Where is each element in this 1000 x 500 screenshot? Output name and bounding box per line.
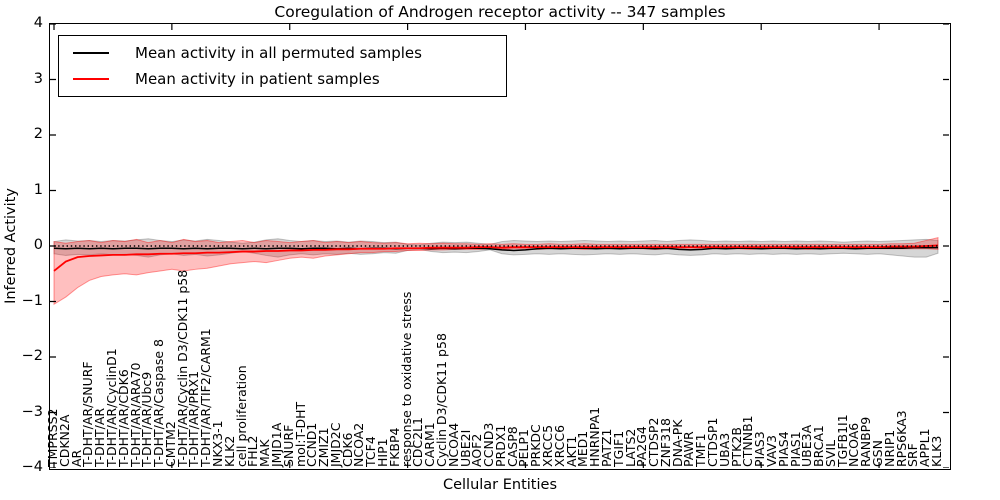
permuted-mean-line — [53, 246, 938, 252]
chart-title: Coregulation of Androgen receptor activi… — [274, 3, 726, 21]
legend-item-patient: Mean activity in patient samples — [73, 70, 506, 88]
y-tick-label: −4 — [21, 459, 43, 475]
y-tick-label: −3 — [21, 403, 43, 420]
y-tick-label: −1 — [21, 292, 43, 309]
plot-area — [49, 23, 951, 470]
y-tick-label: −2 — [21, 348, 43, 364]
chart-canvas — [50, 24, 949, 468]
y-tick-label: 1 — [33, 181, 43, 198]
patient-mean-line — [53, 244, 939, 272]
red-line-sample-icon — [73, 78, 109, 80]
black-line-sample-icon — [73, 52, 109, 54]
axis-tick-marks — [50, 24, 949, 468]
x-tick-label: KLK3 — [929, 435, 944, 467]
y-tick-label: 4 — [33, 15, 43, 31]
y-tick-label: 3 — [33, 70, 43, 87]
x-axis-title: Cellular Entities — [442, 477, 558, 493]
legend-label: Mean activity in all permuted samples — [135, 44, 422, 62]
legend-label: Mean activity in patient samples — [135, 70, 380, 88]
y-tick-label: 2 — [33, 126, 43, 142]
legend-item-permuted: Mean activity in all permuted samples — [73, 44, 506, 62]
y-tick-label: 0 — [33, 237, 43, 253]
legend: Mean activity in all permuted samples Me… — [58, 35, 507, 97]
patient-confidence-band — [53, 237, 939, 306]
